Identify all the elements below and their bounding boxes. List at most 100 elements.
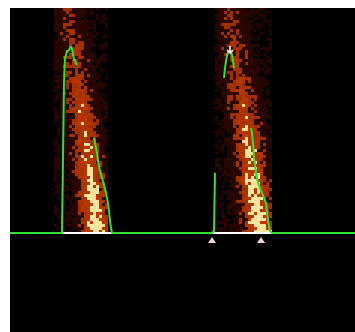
heat-cell: [260, 68, 263, 71]
heat-cell: [57, 146, 60, 149]
heat-cell: [93, 212, 96, 215]
heat-cell: [81, 44, 84, 47]
heat-cell: [75, 41, 78, 44]
bursts-layer: [54, 8, 272, 233]
heat-cell: [69, 26, 72, 29]
heat-cell: [269, 152, 272, 155]
heat-cell: [230, 80, 233, 83]
heat-cell: [60, 74, 63, 77]
heat-cell: [251, 104, 254, 107]
heat-cell: [233, 134, 236, 137]
heat-cell: [69, 173, 72, 176]
heat-cell: [66, 11, 69, 14]
heat-cell: [102, 230, 105, 233]
heat-cell: [105, 173, 108, 176]
heat-cell: [72, 47, 75, 50]
heat-cell: [233, 8, 236, 11]
heat-cell: [257, 101, 260, 104]
heat-cell: [227, 68, 230, 71]
heat-cell: [215, 62, 218, 65]
heat-cell: [72, 44, 75, 47]
heat-cell: [66, 137, 69, 140]
heat-cell: [99, 128, 102, 131]
heat-cell: [66, 80, 69, 83]
heat-cell: [69, 86, 72, 89]
heat-cell: [66, 140, 69, 143]
heat-cell: [72, 140, 75, 143]
heat-cell: [81, 53, 84, 56]
heat-cell: [54, 161, 57, 164]
heat-cell: [233, 119, 236, 122]
heat-cell: [87, 35, 90, 38]
heat-cell: [230, 32, 233, 35]
heat-cell: [90, 20, 93, 23]
heat-cell: [96, 128, 99, 131]
heat-cell: [87, 209, 90, 212]
heat-cell: [227, 38, 230, 41]
heat-cell: [260, 110, 263, 113]
heat-cell: [69, 113, 72, 116]
heat-cell: [90, 74, 93, 77]
heat-cell: [69, 80, 72, 83]
heat-cell: [227, 140, 230, 143]
heat-cell: [224, 20, 227, 23]
heat-cell: [63, 140, 66, 143]
heat-cell: [90, 194, 93, 197]
heat-cell: [269, 212, 272, 215]
heat-cell: [99, 107, 102, 110]
heat-cell: [248, 185, 251, 188]
heat-cell: [96, 212, 99, 215]
heat-cell: [69, 68, 72, 71]
heat-cell: [242, 206, 245, 209]
heat-cell: [90, 173, 93, 176]
heat-cell: [81, 227, 84, 230]
heat-cell: [90, 224, 93, 227]
heat-cell: [99, 20, 102, 23]
heat-cell: [81, 50, 84, 53]
heat-cell: [245, 71, 248, 74]
heat-cell: [260, 200, 263, 203]
heat-cell: [66, 77, 69, 80]
heat-cell: [248, 86, 251, 89]
heat-cell: [239, 101, 242, 104]
heat-cell: [239, 197, 242, 200]
heat-cell: [218, 29, 221, 32]
heat-cell: [251, 188, 254, 191]
heat-cell: [57, 128, 60, 131]
heat-cell: [90, 218, 93, 221]
heat-cell: [215, 65, 218, 68]
heat-cell: [54, 98, 57, 101]
heat-cell: [93, 131, 96, 134]
heat-cell: [84, 59, 87, 62]
heat-cell: [78, 113, 81, 116]
heat-cell: [87, 152, 90, 155]
heat-cell: [245, 170, 248, 173]
heat-cell: [266, 113, 269, 116]
heat-cell: [57, 32, 60, 35]
heat-cell: [84, 71, 87, 74]
heat-cell: [69, 62, 72, 65]
heat-cell: [90, 179, 93, 182]
heat-cell: [54, 206, 57, 209]
heat-cell: [221, 215, 224, 218]
heat-cell: [260, 92, 263, 95]
heat-cell: [233, 14, 236, 17]
heat-cell: [221, 71, 224, 74]
heat-cell: [90, 119, 93, 122]
heat-cell: [78, 47, 81, 50]
heat-cell: [248, 182, 251, 185]
waveform-panel[interactable]: [10, 234, 355, 332]
heat-cell: [93, 164, 96, 167]
heat-cell: [69, 152, 72, 155]
heat-cell: [251, 224, 254, 227]
heat-cell: [233, 221, 236, 224]
heat-cell: [251, 209, 254, 212]
heat-cell: [266, 170, 269, 173]
heat-cell: [224, 74, 227, 77]
heat-cell: [81, 152, 84, 155]
heat-cell: [93, 179, 96, 182]
heat-cell: [254, 143, 257, 146]
heat-cell: [90, 164, 93, 167]
heat-cell: [66, 173, 69, 176]
heat-cell: [236, 152, 239, 155]
